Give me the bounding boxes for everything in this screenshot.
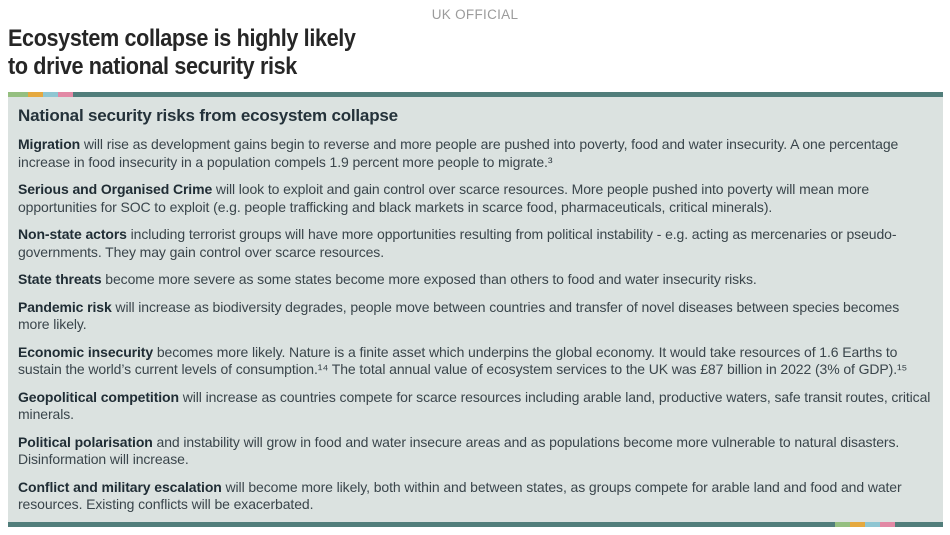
page-title-line-1: Ecosystem collapse is highly likely bbox=[8, 25, 356, 52]
risk-lead: Migration bbox=[18, 136, 81, 152]
risk-paragraph: Pandemic risk will increase as biodivers… bbox=[18, 298, 900, 333]
classification-banner: UK OFFICIAL bbox=[431, 7, 519, 22]
accent-segment bbox=[835, 521, 850, 527]
accent-segment bbox=[8, 92, 28, 97]
risk-paragraph: Serious and Organised Crime will look to… bbox=[18, 181, 870, 215]
page-title-line-2: to drive national security risk bbox=[8, 53, 297, 80]
panel-heading: National security risks from ecosystem c… bbox=[18, 106, 398, 125]
accent-bar-teal-fill bbox=[73, 92, 943, 97]
risk-lead: Conflict and military escalation bbox=[18, 478, 222, 495]
accent-bar-teal-fill bbox=[8, 521, 835, 527]
accent-segment bbox=[28, 92, 43, 97]
risk-panel: National security risks from ecosystem c… bbox=[8, 92, 943, 527]
page-title: Ecosystem collapse is highly likely to d… bbox=[8, 25, 856, 81]
risk-lead: Economic insecurity bbox=[18, 343, 154, 360]
accent-segment bbox=[865, 521, 880, 527]
accent-segment bbox=[43, 92, 58, 97]
risk-paragraph: Geopolitical competition will increase a… bbox=[18, 388, 931, 423]
risk-paragraph: Non-state actors including terrorist gro… bbox=[18, 226, 897, 260]
risk-paragraph: Economic insecurity becomes more likely.… bbox=[18, 343, 908, 378]
risk-lead: Pandemic risk bbox=[18, 298, 112, 315]
accent-segment bbox=[850, 521, 865, 527]
risk-lead: Non-state actors bbox=[18, 226, 127, 242]
risk-lead: State threats bbox=[18, 271, 102, 287]
risk-paragraph: Conflict and military escalation will be… bbox=[18, 478, 902, 513]
accent-segment bbox=[880, 521, 895, 527]
risk-lead: Political polarisation bbox=[18, 433, 153, 450]
risk-panel-body: National security risks from ecosystem c… bbox=[8, 97, 943, 522]
accent-bar-teal-fill bbox=[895, 521, 943, 527]
risk-paragraphs: Migration will rise as development gains… bbox=[18, 136, 933, 514]
risk-lead: Serious and Organised Crime bbox=[18, 181, 213, 197]
risk-paragraph: Political polarisation and instability w… bbox=[18, 433, 900, 468]
accent-bar-top bbox=[8, 92, 943, 97]
risk-paragraph: Migration will rise as development gains… bbox=[18, 136, 899, 170]
accent-bar-bottom bbox=[8, 521, 943, 527]
risk-lead: Geopolitical competition bbox=[18, 388, 179, 405]
risk-paragraph: State threats become more severe as some… bbox=[18, 271, 757, 287]
accent-segment bbox=[58, 92, 73, 97]
